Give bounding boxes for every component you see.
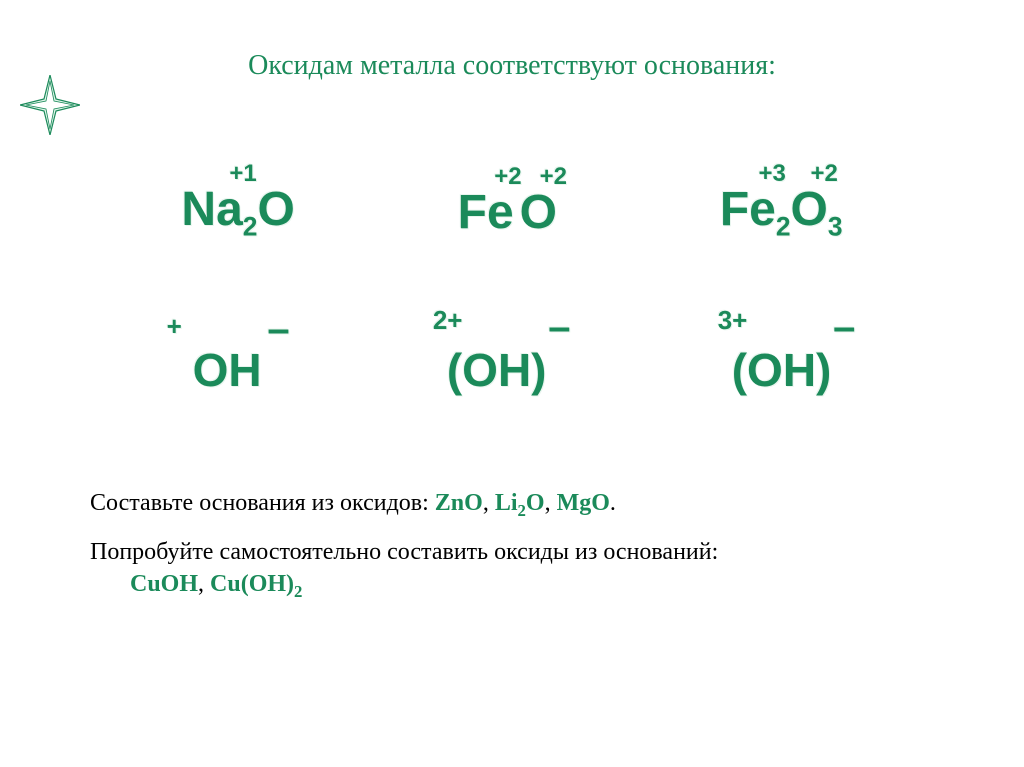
task2-line1: Попробуйте самостоятельно составить окси…: [90, 539, 718, 565]
sub: 2: [776, 212, 791, 242]
task-2: Попробуйте самостоятельно составить окси…: [90, 536, 964, 604]
hydroxide-3: 3+ (OH) –: [732, 313, 832, 397]
chem-zno: ZnO: [435, 490, 483, 516]
hydroxide-2: 2+ (OH) –: [447, 313, 547, 397]
charge: +2: [494, 163, 521, 191]
o-charge: +2: [540, 163, 567, 191]
charge: +3: [758, 160, 785, 188]
charge: +1: [229, 160, 256, 188]
chem-li2o: Li2O: [495, 490, 545, 516]
cation-charge: +: [167, 311, 182, 342]
chem-cuoh: CuOH: [130, 571, 198, 597]
cation-charge: 2+: [433, 305, 463, 336]
oxide-formulas-row: Na +1 2O Fe +2 O +2 Fe +3 2 O +2 3: [100, 182, 924, 243]
formula-na2o: Na +1 2O: [181, 182, 294, 243]
task1-prefix: Составьте основания из оксидов:: [90, 490, 435, 516]
oxygen: O: [257, 183, 294, 236]
chem-cuoh2: Cu(OH)2: [210, 571, 302, 597]
group: (OH): [447, 344, 547, 396]
anion-charge: –: [267, 319, 289, 339]
group: (OH): [732, 344, 832, 396]
oxygen: O: [520, 186, 557, 239]
el: Fe: [458, 186, 514, 239]
decorative-star-icon: [20, 75, 80, 135]
page-title: Оксидам металла соответствуют основания:: [60, 50, 964, 82]
el: Fe: [720, 183, 776, 236]
o-charge: +2: [810, 160, 837, 188]
formula-fe2o3: Fe +3 2 O +2 3: [720, 182, 843, 243]
oxygen: O: [791, 183, 828, 236]
anion-charge: –: [833, 317, 855, 337]
chem-mgo: MgO: [557, 490, 610, 516]
group: OH: [193, 344, 262, 396]
el: Na: [181, 183, 242, 236]
task-1: Составьте основания из оксидов: ZnO, Li2…: [90, 487, 964, 522]
anion-charge: –: [548, 317, 570, 337]
formula-feo: Fe +2 O +2: [458, 185, 557, 240]
hydroxide-row: + OH – 2+ (OH) – 3+ (OH) –: [100, 313, 924, 397]
sub: 2: [243, 212, 258, 242]
cation-charge: 3+: [718, 305, 748, 336]
o-sub: 3: [828, 212, 843, 242]
hydroxide-1: + OH –: [193, 313, 262, 397]
